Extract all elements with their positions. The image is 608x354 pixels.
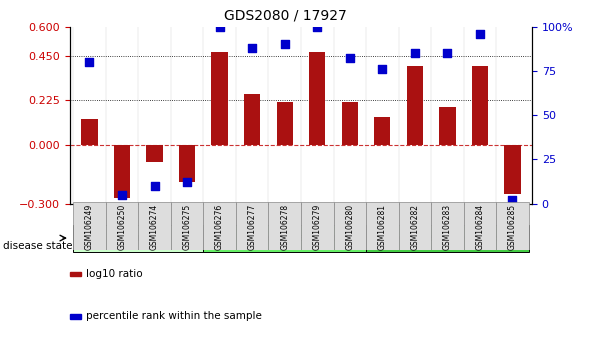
FancyBboxPatch shape <box>334 202 366 250</box>
Point <box>215 24 224 29</box>
Bar <box>212 52 228 144</box>
Point <box>345 56 354 61</box>
Bar <box>147 144 163 162</box>
FancyBboxPatch shape <box>138 202 171 250</box>
FancyBboxPatch shape <box>203 224 366 252</box>
Text: GSM106278: GSM106278 <box>280 204 289 250</box>
Bar <box>374 117 390 144</box>
FancyBboxPatch shape <box>171 202 203 250</box>
Point <box>85 59 94 65</box>
Text: GSM106285: GSM106285 <box>508 204 517 250</box>
Point <box>182 179 192 185</box>
FancyBboxPatch shape <box>236 202 268 250</box>
Text: GSM106250: GSM106250 <box>117 204 126 250</box>
FancyBboxPatch shape <box>366 224 529 252</box>
Text: GSM106274: GSM106274 <box>150 204 159 250</box>
Bar <box>439 107 455 144</box>
FancyBboxPatch shape <box>106 202 138 250</box>
Text: normal: normal <box>120 233 157 243</box>
Text: GSM106283: GSM106283 <box>443 204 452 250</box>
FancyBboxPatch shape <box>366 202 399 250</box>
Point <box>378 66 387 72</box>
Point <box>150 183 159 189</box>
Bar <box>244 95 260 144</box>
FancyBboxPatch shape <box>431 202 464 250</box>
Text: GSM106281: GSM106281 <box>378 204 387 250</box>
Point <box>508 197 517 203</box>
Text: GSM106284: GSM106284 <box>475 204 485 250</box>
Text: GSM106277: GSM106277 <box>247 204 257 250</box>
Text: GSM106280: GSM106280 <box>345 204 354 250</box>
Point <box>410 50 420 56</box>
Bar <box>179 144 195 182</box>
Point <box>280 41 289 47</box>
Text: GSM106279: GSM106279 <box>313 204 322 250</box>
Bar <box>342 102 358 144</box>
Text: late onset preeclampsia: late onset preeclampsia <box>385 233 510 243</box>
Bar <box>472 66 488 144</box>
Text: log10 ratio: log10 ratio <box>86 269 142 279</box>
Text: GSM106249: GSM106249 <box>85 204 94 250</box>
Bar <box>309 52 325 144</box>
Text: early onset preeclampsia: early onset preeclampsia <box>219 233 351 243</box>
Bar <box>407 66 423 144</box>
Bar <box>277 102 293 144</box>
Point <box>475 31 485 36</box>
FancyBboxPatch shape <box>399 202 431 250</box>
Bar <box>81 119 97 144</box>
Point <box>443 50 452 56</box>
FancyBboxPatch shape <box>464 202 496 250</box>
Text: GSM106276: GSM106276 <box>215 204 224 250</box>
Text: GDS2080 / 17927: GDS2080 / 17927 <box>224 9 347 23</box>
Text: percentile rank within the sample: percentile rank within the sample <box>86 312 261 321</box>
FancyBboxPatch shape <box>268 202 301 250</box>
FancyBboxPatch shape <box>301 202 334 250</box>
Point <box>247 45 257 51</box>
Bar <box>505 144 520 194</box>
FancyBboxPatch shape <box>496 202 529 250</box>
FancyBboxPatch shape <box>73 224 203 252</box>
FancyBboxPatch shape <box>203 202 236 250</box>
Point <box>117 192 127 198</box>
FancyBboxPatch shape <box>73 202 106 250</box>
Point <box>313 24 322 29</box>
Bar <box>114 144 130 198</box>
Text: disease state: disease state <box>3 241 72 251</box>
Text: GSM106275: GSM106275 <box>182 204 192 250</box>
Text: GSM106282: GSM106282 <box>410 204 420 250</box>
